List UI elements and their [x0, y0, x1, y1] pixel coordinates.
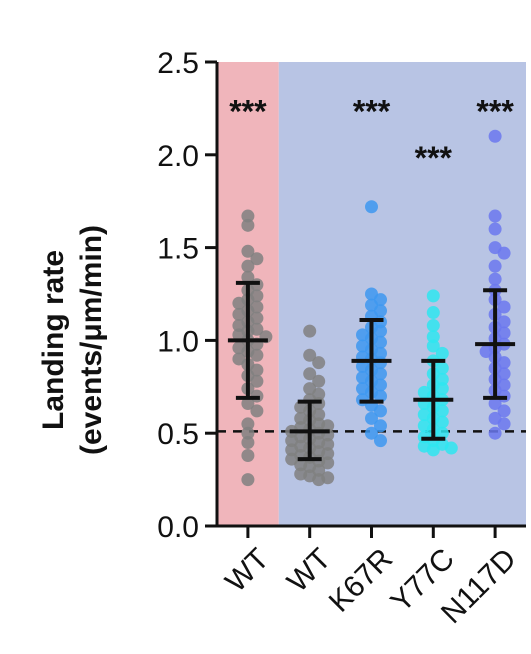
x-category-label: WT	[219, 542, 275, 598]
y-tick-label: 0.0	[157, 511, 199, 544]
error-bar-0	[227, 280, 268, 400]
data-point-y77c-3	[426, 339, 440, 353]
data-point-n117d-4	[488, 129, 502, 143]
significance-marker: ***	[229, 93, 267, 129]
data-point-k67r-2	[365, 411, 378, 425]
error-bar-1	[289, 399, 330, 462]
data-point-wt-1	[312, 356, 326, 370]
data-point-n117d-4	[488, 222, 502, 236]
data-point-wt-1	[303, 367, 317, 381]
data-point-y77c-3	[426, 330, 440, 344]
data-point-y77c-3	[426, 289, 440, 303]
data-point-wt-1	[312, 473, 326, 487]
error-bar-4	[475, 288, 516, 400]
data-point-y77c-3	[435, 346, 449, 360]
data-point-k67r-2	[374, 378, 387, 392]
data-point-n117d-4	[488, 397, 502, 411]
significance-layer: *** *** *** ***	[229, 93, 514, 175]
data-point-wt-0	[241, 448, 255, 462]
significance-marker: ***	[415, 140, 453, 176]
y-tick-label: 1.0	[157, 325, 199, 358]
data-point-k67r-2	[365, 426, 378, 440]
data-point-k67r-2	[365, 200, 378, 214]
y-axis: 0.0 0.5 1.0 1.5 2.0 2.5	[157, 47, 219, 544]
data-point-wt-1	[312, 374, 326, 388]
significance-marker: ***	[353, 93, 391, 129]
data-point-k67r-2	[374, 335, 387, 349]
data-point-k67r-2	[374, 434, 387, 448]
y-axis-title: Landing rate (events/μm/min)	[37, 225, 108, 455]
y-tick-label: 2.0	[157, 140, 199, 173]
data-point-y77c-3	[426, 319, 440, 333]
y-axis-title-line2: (events/μm/min)	[75, 225, 108, 455]
error-bar-3	[413, 358, 454, 441]
data-point-n117d-4	[497, 404, 511, 418]
data-point-y77c-3	[444, 441, 458, 455]
y-tick-label: 0.5	[157, 418, 199, 451]
data-point-k67r-2	[374, 404, 387, 418]
data-point-y77c-3	[426, 306, 440, 320]
data-point-wt-0	[241, 435, 255, 449]
data-point-wt-0	[241, 218, 255, 232]
data-point-y77c-3	[435, 415, 449, 429]
data-point-n117d-4	[488, 209, 502, 223]
data-point-n117d-4	[497, 246, 511, 260]
data-point-wt-1	[321, 456, 335, 470]
data-point-wt-0	[241, 417, 255, 431]
significance-marker: ***	[476, 93, 514, 129]
data-point-k67r-2	[374, 367, 387, 381]
data-point-wt-0	[241, 270, 255, 284]
data-point-n117d-4	[497, 300, 511, 314]
data-point-y77c-3	[435, 404, 449, 418]
data-point-wt-1	[303, 348, 317, 362]
y-tick-label: 2.5	[157, 47, 199, 80]
data-point-wt-0	[241, 397, 255, 411]
data-point-wt-0	[241, 426, 255, 440]
data-point-y77c-3	[435, 426, 449, 440]
data-point-wt-0	[250, 348, 264, 362]
data-point-n117d-4	[488, 259, 502, 273]
data-point-wt-0	[250, 374, 264, 388]
data-point-wt-0	[232, 307, 246, 321]
data-point-k67r-2	[374, 419, 387, 433]
data-point-wt-1	[321, 447, 335, 461]
data-point-y77c-3	[426, 443, 440, 457]
data-point-n117d-4	[497, 417, 511, 431]
data-point-n117d-4	[488, 426, 502, 440]
data-point-wt-1	[321, 437, 335, 451]
data-point-wt-0	[241, 209, 255, 223]
data-point-wt-0	[232, 296, 246, 310]
data-point-wt-0	[241, 244, 255, 258]
data-point-wt-0	[250, 252, 264, 266]
data-point-wt-1	[321, 419, 335, 433]
data-points-layer	[232, 129, 511, 487]
data-point-wt-0	[250, 404, 264, 418]
y-axis-title-line1: Landing rate	[37, 250, 70, 430]
error-bars-layer	[227, 280, 516, 462]
x-category-label: K67R	[323, 542, 399, 618]
data-point-wt-0	[241, 473, 255, 487]
y-tick-label: 1.5	[157, 233, 199, 266]
data-point-k67r-2	[374, 324, 387, 338]
data-point-wt-0	[241, 259, 255, 273]
data-point-n117d-4	[488, 272, 502, 286]
error-bar-2	[351, 317, 392, 404]
data-point-y77c-3	[435, 382, 449, 396]
data-point-k67r-2	[374, 389, 387, 403]
data-point-wt-1	[303, 324, 317, 338]
